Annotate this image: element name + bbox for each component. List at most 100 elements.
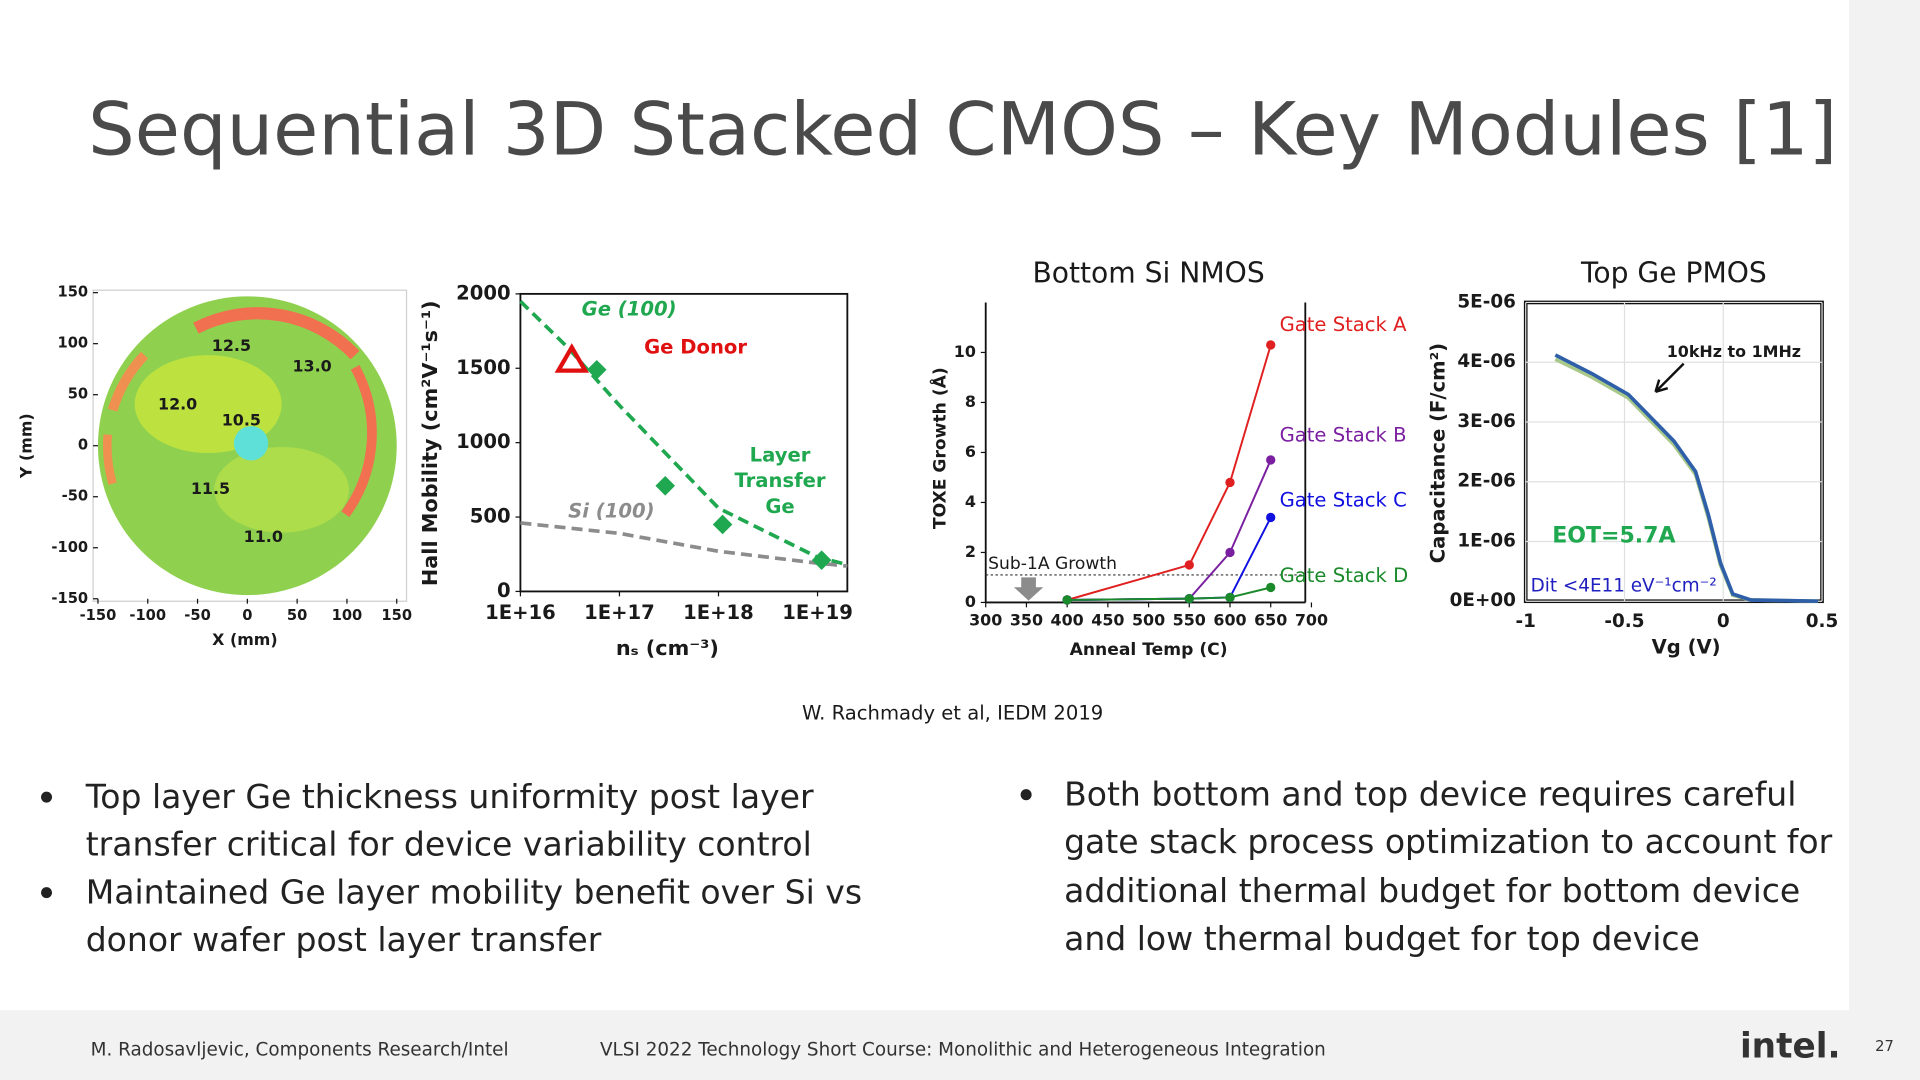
x-tick-label: -150 (80, 607, 117, 624)
series-label: Ge (100) (582, 297, 677, 320)
y-tick-label: 0 (497, 579, 511, 602)
bullet-text: gate stack process optimization to accou… (1064, 822, 1833, 861)
y-tick-label: 500 (470, 505, 511, 528)
diamond-marker (712, 514, 733, 535)
series-label: Gate Stack D (1280, 564, 1409, 587)
fit-curve (520, 521, 848, 568)
series-label: Layer Transfer Ge (734, 443, 825, 517)
page-number: 27 (1875, 1038, 1894, 1055)
patch (214, 446, 349, 533)
series-label: Ge Donor (644, 335, 747, 358)
annotation-arrow (1654, 362, 1685, 394)
citation: W. Rachmady et al, IEDM 2019 (802, 701, 1103, 724)
x-axis-title: Anneal Temp (C) (1070, 640, 1228, 660)
map-label: 10.5 (222, 411, 261, 430)
footer-author: M. Radosavljevic, Components Research/In… (91, 1040, 509, 1061)
x-tick-label: 500 (1132, 610, 1165, 629)
y-tick-label: -150 (51, 590, 88, 607)
x-tick-label: 1E+18 (683, 601, 754, 624)
map-label: 12.5 (212, 336, 251, 355)
point (1062, 595, 1072, 605)
x-tick-label: 150 (381, 607, 412, 624)
point (1266, 340, 1276, 350)
series-label: Gate Stack B (1280, 423, 1407, 446)
x-axis-title: X (mm) (212, 630, 278, 649)
y-tick-label: 100 (57, 335, 88, 352)
y-tick-label: 6 (965, 442, 976, 461)
x-tick-label: 0 (1717, 611, 1730, 632)
x-axis-title: Vg (V) (1652, 635, 1721, 658)
y-tick-label: 2 (965, 542, 976, 561)
y-axis-title: Capacitance (F/cm²) (1426, 343, 1449, 563)
series-line (1067, 586, 1272, 601)
x-axis-title: nₛ (cm⁻³) (616, 636, 719, 660)
point (1225, 477, 1235, 488)
annotation: EOT=5.7A (1552, 523, 1675, 548)
bullet-text: donor wafer post layer transfer (86, 920, 602, 959)
wafer-image (92, 289, 408, 602)
x-tick-label: 0.5 (1806, 611, 1839, 632)
y-axis-title: TOXE Growth (Å) (928, 367, 950, 529)
y-tick-label: 1E-06 (1457, 530, 1516, 551)
point (1184, 560, 1194, 570)
point (1225, 547, 1235, 558)
edge-arc (103, 434, 117, 485)
series-line (1554, 353, 1819, 604)
reference-label: Sub-1A Growth (988, 554, 1117, 574)
bullet-text: Top layer Ge thickness uniformity post l… (85, 777, 814, 816)
diamond-marker (655, 476, 676, 496)
y-tick-label: 4E-06 (1457, 351, 1516, 372)
diamond-marker (586, 359, 607, 380)
x-tick-label: 1E+17 (584, 601, 655, 624)
y-tick-label: 1500 (456, 356, 511, 379)
y-tick-label: 0E+00 (1450, 590, 1516, 611)
x-tick-label: -100 (129, 607, 166, 624)
x-tick-label: 1E+16 (485, 601, 556, 624)
y-tick-label: 5E-06 (1457, 291, 1516, 312)
point (1184, 594, 1194, 604)
annotation: Dit <4E11 eV⁻¹cm⁻² (1531, 576, 1717, 597)
y-tick-label: 0 (965, 592, 976, 611)
x-tick-label: 600 (1213, 610, 1246, 629)
bullet (41, 791, 53, 803)
x-tick-label: 0 (242, 607, 252, 624)
y-tick-label: 10 (954, 342, 976, 361)
point (1266, 512, 1276, 523)
side-band (1848, 0, 1920, 1080)
map-label: 13.0 (292, 357, 331, 376)
y-tick-label: 150 (57, 284, 88, 301)
series-line (1066, 344, 1272, 601)
x-tick-label: -0.5 (1604, 611, 1644, 632)
logo: intel. (1740, 1027, 1841, 1067)
y-tick-label: 8 (965, 392, 976, 411)
x-tick-label: 650 (1254, 610, 1287, 629)
map-label: 11.5 (191, 479, 230, 498)
footer-band (0, 1010, 1920, 1080)
bullet-text: and low thermal budget for top device (1064, 919, 1700, 958)
bullet (41, 887, 53, 899)
series-label: Gate Stack C (1280, 488, 1407, 511)
slide-title: Sequential 3D Stacked CMOS – Key Modules… (88, 87, 1837, 172)
chart-title: Top Ge PMOS (1580, 256, 1767, 289)
triangle-marker (554, 343, 589, 373)
x-tick-label: 50 (287, 607, 307, 624)
bullet-text: Maintained Ge layer mobility benefit ove… (86, 872, 862, 911)
edge-arc (193, 307, 360, 360)
x-tick-label: 1E+19 (782, 601, 853, 624)
bullet-text: additional thermal budget for bottom dev… (1064, 871, 1800, 910)
bullet-text: transfer critical for device variability… (86, 825, 812, 864)
map-label: 12.0 (158, 394, 197, 413)
y-tick-label: 3E-06 (1457, 411, 1516, 432)
point (1225, 592, 1235, 603)
x-tick-label: -1 (1516, 611, 1536, 632)
point (1266, 582, 1276, 593)
y-tick-label: 0 (78, 437, 88, 454)
chart-title: Bottom Si NMOS (1032, 256, 1264, 289)
y-tick-label: 50 (68, 386, 88, 403)
bullet (1020, 789, 1032, 801)
y-tick-label: 4 (965, 492, 976, 511)
bullet-text: Both bottom and top device requires care… (1064, 774, 1796, 813)
y-tick-label: 2000 (456, 281, 511, 304)
series-line (1554, 357, 1819, 604)
